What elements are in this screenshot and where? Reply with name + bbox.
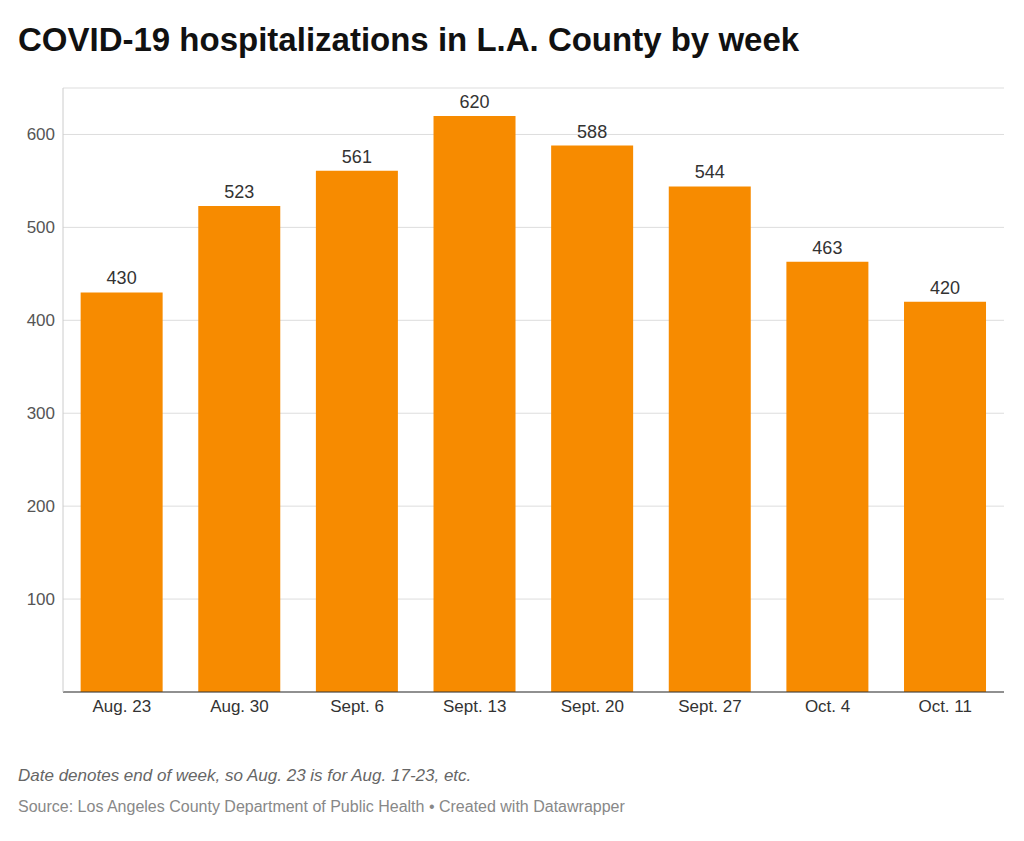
svg-text:Sept. 20: Sept. 20 <box>561 697 624 716</box>
html-text:Source: Los Angeles County Dep: Source: Los Angeles County Department of… <box>18 798 625 815</box>
svg-text:Aug. 23: Aug. 23 <box>93 697 152 716</box>
svg-text:Oct. 4: Oct. 4 <box>805 697 850 716</box>
svg-text:620: 620 <box>459 92 489 112</box>
svg-text:Aug. 30: Aug. 30 <box>210 697 269 716</box>
svg-text:Oct. 11: Oct. 11 <box>918 697 972 716</box>
svg-text:500: 500 <box>27 218 55 237</box>
svg-text:420: 420 <box>930 278 960 298</box>
svg-text:300: 300 <box>27 404 55 423</box>
svg-text:Sept. 27: Sept. 27 <box>678 697 741 716</box>
svg-text:600: 600 <box>27 125 55 144</box>
html-text:COVID-19 hospitalizations in L: COVID-19 hospitalizations in L.A. County… <box>18 21 800 58</box>
svg-text:200: 200 <box>27 497 55 516</box>
svg-text:Sept. 6: Sept. 6 <box>330 697 384 716</box>
svg-text:430: 430 <box>107 268 137 288</box>
svg-text:463: 463 <box>812 238 842 258</box>
svg-text:588: 588 <box>577 122 607 142</box>
svg-text:Sept. 13: Sept. 13 <box>443 697 506 716</box>
html-text:Date denotes end of week, so A: Date denotes end of week, so Aug. 23 is … <box>18 766 472 785</box>
svg-text:561: 561 <box>342 147 372 167</box>
svg-text:100: 100 <box>27 590 55 609</box>
svg-text:400: 400 <box>27 311 55 330</box>
svg-text:523: 523 <box>224 182 254 202</box>
svg-text:544: 544 <box>695 162 725 182</box>
